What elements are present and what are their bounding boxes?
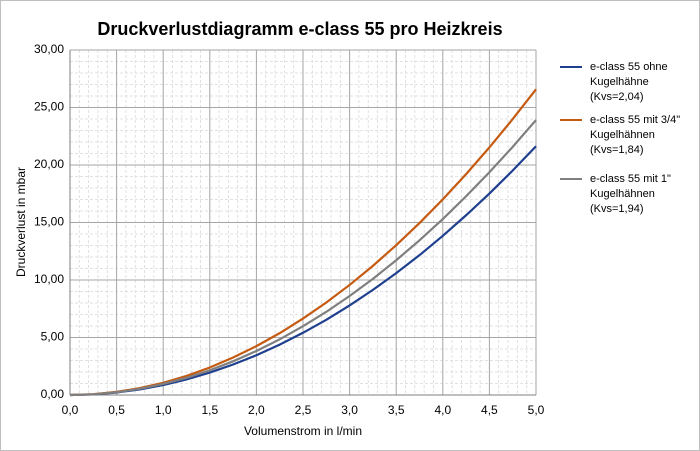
legend-swatch (560, 119, 582, 121)
y-tick-label: 25,00 (34, 100, 64, 114)
legend-label: e-class 55 ohne Kugelhähne (Kvs=2,04) (590, 61, 668, 103)
legend-label: e-class 55 mit 3/4" Kugelhähnen (Kvs=1,8… (590, 114, 681, 156)
y-tick-label: 15,00 (34, 215, 64, 229)
x-tick-label: 3,0 (341, 403, 358, 417)
legend-swatch (560, 66, 582, 68)
x-tick-label: 4,0 (434, 403, 451, 417)
legend-swatch (560, 178, 582, 180)
y-tick-label: 10,00 (34, 272, 64, 286)
x-tick-label: 3,5 (388, 403, 405, 417)
y-tick-label: 0,00 (41, 387, 65, 401)
chart-title: Druckverlustdiagramm e-class 55 pro Heiz… (97, 19, 502, 39)
x-tick-label: 2,0 (248, 403, 265, 417)
y-tick-label: 5,00 (41, 330, 65, 344)
legend-label: e-class 55 mit 1" Kugelhähnen (Kvs=1,94) (590, 173, 671, 215)
x-tick-label: 0,5 (108, 403, 125, 417)
y-axis-label: Druckverlust in mbar (14, 167, 28, 277)
y-tick-label: 20,00 (34, 157, 64, 171)
x-tick-label: 4,5 (481, 403, 498, 417)
x-tick-label: 0,0 (62, 403, 79, 417)
x-axis-label: Volumenstrom in l/min (244, 424, 362, 438)
series-line (69, 119, 537, 397)
y-tick-label: 30,00 (34, 42, 64, 56)
plot (69, 88, 537, 397)
grid: 0,0 0,5 1,0 1,5 2,0 2,5 3,0 3,5 4,0 4,5 5,0 0,00 5,0… (34, 42, 545, 417)
x-tick-label: 5,0 (528, 403, 545, 417)
x-tick-label: 2,5 (295, 403, 312, 417)
x-tick-label: 1,5 (201, 403, 218, 417)
x-tick-label: 1,0 (155, 403, 172, 417)
